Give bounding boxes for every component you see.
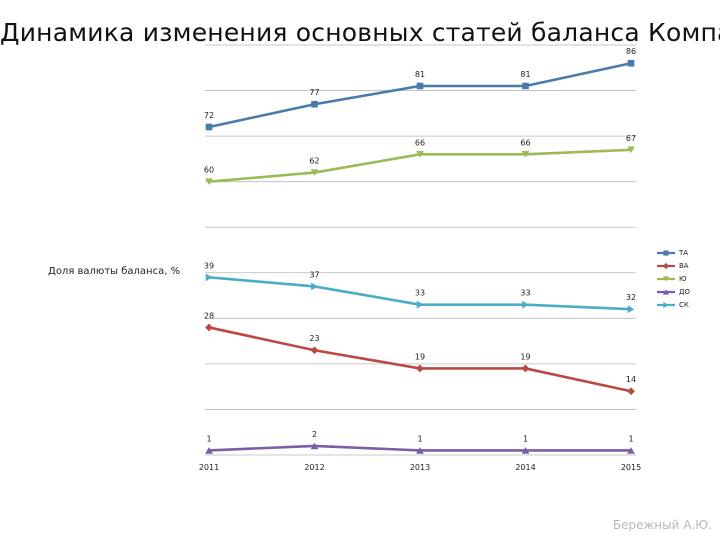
x-tick-label: 2013	[410, 463, 430, 472]
data-point	[416, 300, 424, 309]
data-point	[627, 59, 635, 67]
data-point	[311, 100, 318, 108]
data-label: 14	[626, 375, 636, 384]
data-label: 19	[520, 352, 530, 361]
data-point	[521, 447, 530, 454]
legend-item: ВА	[656, 259, 716, 272]
data-label: 32	[626, 293, 636, 302]
legend-swatch	[657, 275, 675, 282]
data-label: 19	[415, 352, 425, 361]
data-label: 66	[520, 138, 530, 147]
data-label: 1	[417, 434, 422, 443]
data-point	[627, 146, 635, 154]
data-point	[311, 282, 318, 291]
legend-item: СК	[656, 298, 716, 311]
legend-item: Ю	[656, 272, 716, 285]
data-point	[205, 123, 213, 131]
data-point	[310, 169, 319, 176]
data-label: 72	[204, 111, 214, 120]
data-point	[416, 364, 424, 373]
data-label: 81	[415, 70, 425, 79]
legend-label: Ю	[679, 274, 687, 283]
data-label: 81	[520, 70, 530, 79]
legend-swatch	[657, 262, 675, 269]
data-label: 33	[415, 289, 425, 298]
data-point	[521, 151, 530, 158]
legend-item: ТА	[656, 246, 716, 259]
data-label: 33	[520, 289, 530, 298]
data-label: 2	[312, 430, 317, 439]
data-label: 28	[204, 311, 214, 320]
data-point	[205, 178, 213, 185]
data-point	[627, 387, 635, 396]
data-label: 1	[206, 434, 211, 443]
data-label: 23	[309, 334, 319, 343]
data-label: 60	[204, 166, 214, 175]
data-label: 37	[309, 270, 319, 279]
data-label: 67	[626, 134, 636, 143]
data-point	[310, 442, 319, 450]
legend-swatch	[657, 288, 675, 295]
legend-swatch	[657, 301, 675, 308]
data-point	[416, 82, 424, 90]
data-point	[416, 447, 424, 454]
data-label: 66	[415, 138, 425, 147]
chart-title: Динамика изменения основных статей балан…	[0, 18, 720, 47]
data-label: 1	[523, 434, 528, 443]
data-point	[205, 447, 213, 454]
x-tick-label: 2012	[304, 463, 324, 472]
legend: ТА ВА Ю ДО СК	[656, 246, 716, 311]
data-point	[310, 346, 319, 355]
data-point	[627, 305, 635, 314]
data-point	[416, 151, 424, 158]
data-label: 77	[309, 88, 319, 97]
legend-item: ДО	[656, 285, 716, 298]
data-point	[205, 273, 213, 282]
data-label: 86	[626, 47, 636, 56]
data-point	[521, 364, 530, 373]
legend-swatch	[657, 249, 675, 256]
data-point	[205, 323, 213, 332]
legend-label: ТА	[679, 248, 689, 257]
y-axis-label: Доля валюты баланса, %	[48, 266, 181, 277]
data-point	[627, 447, 635, 454]
data-label: 39	[204, 261, 214, 270]
legend-label: СК	[679, 300, 689, 309]
x-tick-label: 2011	[199, 463, 219, 472]
legend-label: ВА	[679, 261, 689, 270]
author-credit: Бережный А.Ю.	[612, 518, 712, 532]
data-point	[522, 82, 529, 90]
data-point	[522, 300, 529, 309]
data-label: 62	[309, 157, 319, 166]
legend-label: ДО	[679, 287, 690, 296]
x-tick-label: 2014	[515, 463, 535, 472]
x-tick-label: 2015	[621, 463, 641, 472]
data-label: 1	[628, 434, 633, 443]
